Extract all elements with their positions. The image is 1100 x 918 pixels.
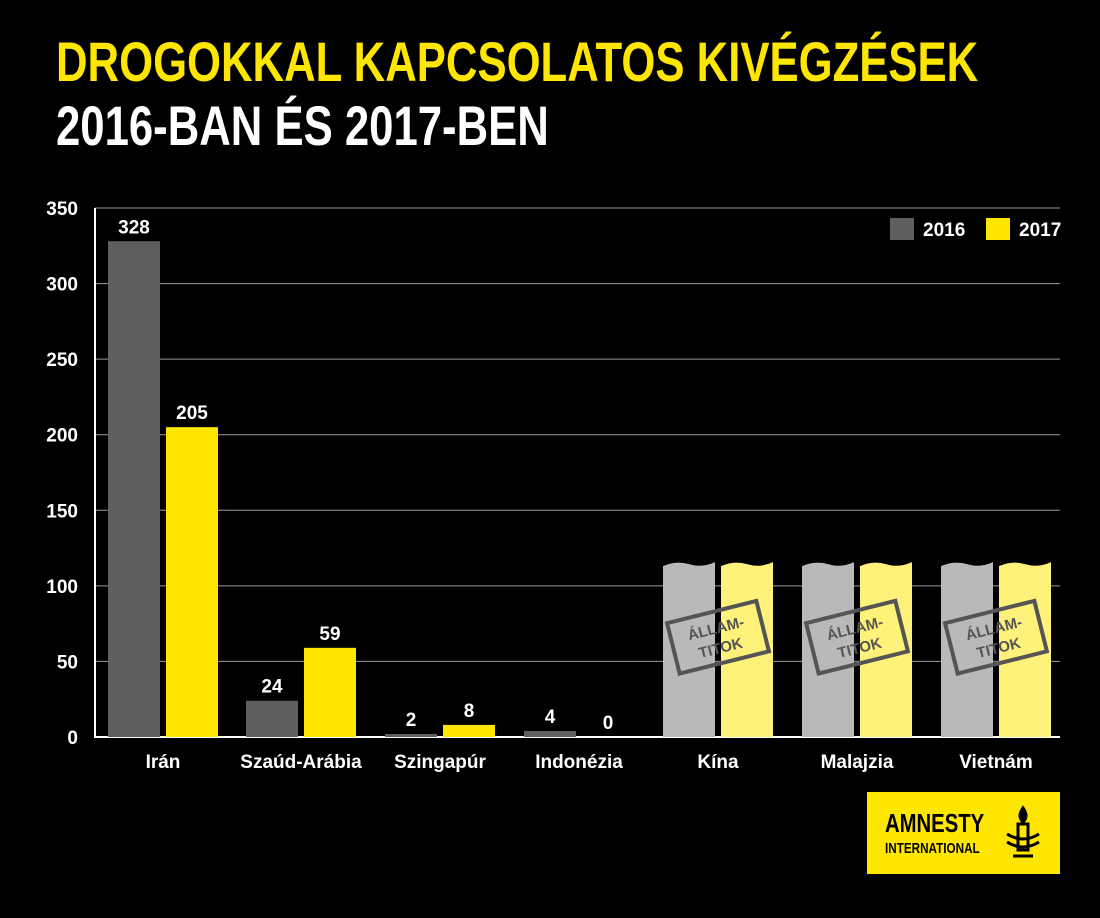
amnesty-logo: AMNESTY INTERNATIONAL — [867, 792, 1060, 874]
chart-title-line2: 2016-BAN ÉS 2017-BEN — [56, 94, 549, 157]
data-label: 59 — [319, 624, 340, 645]
data-label: 24 — [261, 677, 283, 698]
logo-text-line1: AMNESTY — [885, 808, 985, 838]
bar-unknown-2016 — [941, 562, 993, 737]
data-label: 0 — [603, 713, 614, 734]
y-tick-label: 0 — [67, 728, 78, 749]
data-label: 2 — [406, 710, 417, 731]
data-label: 4 — [545, 707, 556, 728]
legend-label: 2016 — [923, 220, 965, 241]
category-label: Szingapúr — [394, 752, 486, 773]
bar-2017 — [304, 647, 356, 737]
bar-2016 — [108, 241, 160, 737]
category-label: Szaúd-Arábia — [240, 752, 362, 773]
stamp-border — [664, 598, 772, 677]
bar-2017 — [166, 427, 218, 737]
y-tick-label: 50 — [57, 652, 78, 673]
y-tick-label: 100 — [46, 577, 78, 598]
data-label: 8 — [464, 701, 475, 722]
y-tick-label: 150 — [46, 501, 78, 522]
y-tick-label: 300 — [46, 275, 78, 296]
stamp-border — [942, 598, 1050, 677]
candle-icon — [1006, 805, 1040, 858]
bar-unknown-2016 — [663, 562, 715, 737]
data-label: 205 — [176, 403, 208, 424]
logo-text-line2: INTERNATIONAL — [885, 840, 980, 857]
legend-swatch-2017 — [986, 218, 1010, 240]
category-label: Malajzia — [821, 752, 894, 773]
bar-2016 — [246, 700, 298, 737]
y-tick-label: 250 — [46, 350, 78, 371]
title-block: DROGOKKAL KAPCSOLATOS KIVÉGZÉSEK 2016-BA… — [56, 30, 1100, 158]
bar-2016 — [385, 733, 437, 737]
category-label: Indonézia — [535, 752, 623, 773]
category-label: Irán — [146, 752, 181, 773]
bar-2016 — [524, 730, 576, 737]
category-label: Kína — [697, 752, 739, 773]
category-label: Vietnám — [959, 752, 1033, 773]
data-label: 328 — [118, 217, 150, 238]
y-tick-label: 200 — [46, 426, 78, 447]
y-tick-label: 350 — [46, 199, 78, 220]
bar-2017 — [443, 724, 495, 737]
stamp-border — [803, 598, 911, 677]
bar-unknown-2016 — [802, 562, 854, 737]
legend-swatch-2016 — [890, 218, 914, 240]
legend-label: 2017 — [1019, 220, 1061, 241]
chart-title-line1: DROGOKKAL KAPCSOLATOS KIVÉGZÉSEK — [56, 30, 979, 93]
